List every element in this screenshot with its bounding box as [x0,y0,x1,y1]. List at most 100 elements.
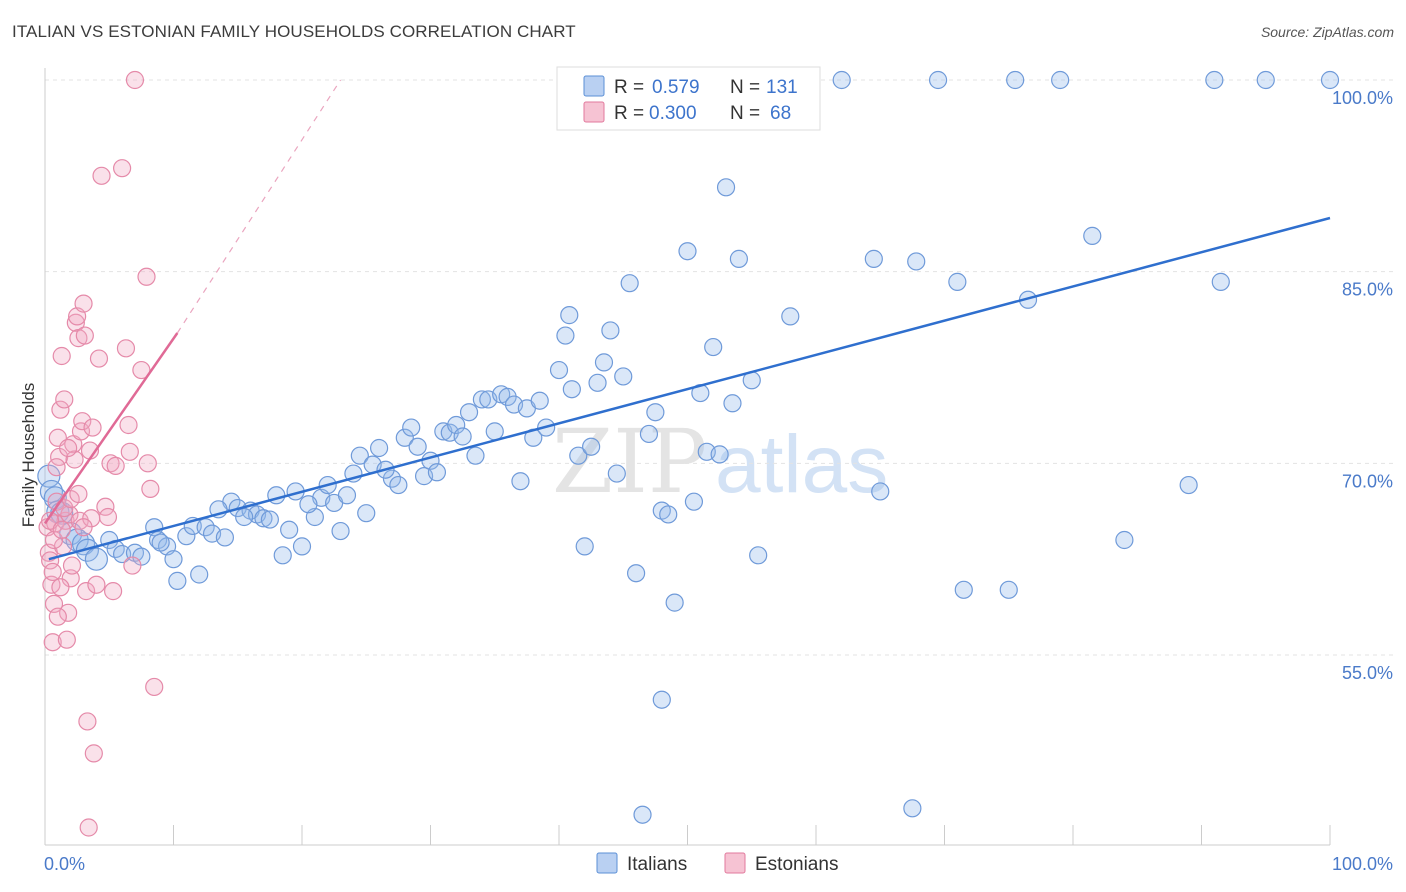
italians-point-102 [749,546,768,565]
italians-point-43 [350,446,369,465]
y-axis-label: Family Households [19,383,38,528]
estonians-point-65 [74,518,93,537]
chart-title: ITALIAN VS ESTONIAN FAMILY HOUSEHOLDS CO… [12,22,576,41]
y-tick-labels: 100.0% 85.0% 70.0% 55.0% [1332,88,1393,683]
legend-n-label-italians: N = [730,77,760,98]
italians-point-103 [781,307,800,326]
italians-point-69 [530,391,549,410]
estonians-trendline-extension [176,79,342,334]
italians-point-105 [864,249,883,268]
estonians-point-45 [112,159,132,178]
estonians-point-55 [145,677,164,697]
estonians-point-38 [89,349,109,368]
italians-point-83 [620,274,639,293]
estonians-point-57 [43,562,62,582]
series-legend-label-italians: Italians [627,854,687,875]
series-legend-label-estonians: Estonians [755,854,838,875]
estonians-point-51 [132,360,151,380]
italians-point-85 [633,805,652,824]
estonians-point-32 [79,818,98,837]
estonians-point-37 [87,575,106,594]
italians-point-72 [556,326,575,345]
italians-point-82 [614,367,633,386]
italians-point-111 [954,580,973,599]
italians-point-117 [1115,530,1134,550]
italians-point-108 [907,252,926,271]
italians-point-77 [582,437,601,456]
estonians-point-49 [123,556,142,575]
italians-point-71 [549,360,569,380]
estonians-point-67 [52,520,71,539]
estonians-point-21 [65,450,84,469]
italians-point-17 [164,550,183,569]
estonians-point-31 [78,712,97,731]
estonians-points [38,70,164,837]
italians-point-97 [716,178,736,197]
correlation-legend: R = 0.579 N = 131 R = 0.300 N = 68 [556,66,821,131]
italians-point-18 [168,571,187,590]
italians-point-44 [357,504,376,523]
estonians-trendline [43,332,179,525]
y-tick-label-3: 55.0% [1342,663,1393,683]
italians-point-89 [659,505,678,524]
watermark-atlas: atlas [715,419,888,510]
italians-point-106 [871,482,890,501]
estonians-point-52 [138,454,157,473]
italians-point-81 [607,464,626,483]
italians-point-121 [1256,70,1275,90]
watermark-zip: ZIP [552,410,707,513]
estonians-point-35 [83,418,102,437]
italians-point-90 [665,593,684,612]
y-tick-label-0: 100.0% [1332,88,1393,108]
estonians-point-59 [51,578,70,597]
italians-point-112 [999,580,1018,599]
estonians-point-54 [141,479,160,498]
italians-point-40 [331,521,350,541]
estonians-point-16 [59,603,78,622]
italians-point-125 [235,507,254,527]
estonians-point-66 [69,484,88,504]
italians-point-95 [704,337,723,357]
italians-point-48 [389,475,408,495]
legend-n-value-italians: 131 [766,77,798,98]
italians-point-123 [652,690,671,709]
estonians-point-13 [55,390,74,409]
series-legend-swatch-italians [596,852,618,874]
italians-point-99 [729,249,749,268]
italians-point-80 [601,321,620,340]
italians-point-116 [1083,226,1102,245]
italians-point-58 [453,427,472,446]
italians-point-33 [280,520,299,539]
estonians-point-46 [116,339,136,358]
italians-point-115 [1051,70,1070,90]
italians-point-118 [1179,475,1198,495]
estonians-point-58 [47,458,66,477]
series-legend-swatch-estonians [724,852,746,874]
italians-point-32 [273,546,292,565]
italians-point-66 [511,472,530,491]
estonians-point-22 [66,313,85,332]
estonians-point-29 [75,326,94,345]
estonians-point-10 [51,400,70,419]
series-legend: Italians Estonians [596,852,838,875]
italians-point-124 [459,403,479,422]
italians-point-76 [575,537,594,556]
italians-point-104 [832,70,851,90]
italians-point-73 [560,306,579,325]
y-tick-label-2: 70.0% [1342,471,1393,491]
italians-point-98 [723,394,742,413]
italians-point-19 [177,527,196,546]
estonians-point-44 [106,456,125,475]
italians-point-24 [215,528,234,547]
estonians-point-53 [137,267,156,286]
italians-point-49 [395,428,414,447]
italians-point-78 [588,373,607,392]
italians-point-9 [84,547,109,571]
legend-r-value-estonians: 0.300 [649,103,697,124]
italians-point-62 [485,422,504,441]
trendlines [43,79,1331,561]
italians-point-113 [1006,70,1025,90]
estonians-point-28 [74,294,93,313]
estonians-point-2 [41,551,60,570]
legend-n-label-estonians: N = [730,103,760,124]
